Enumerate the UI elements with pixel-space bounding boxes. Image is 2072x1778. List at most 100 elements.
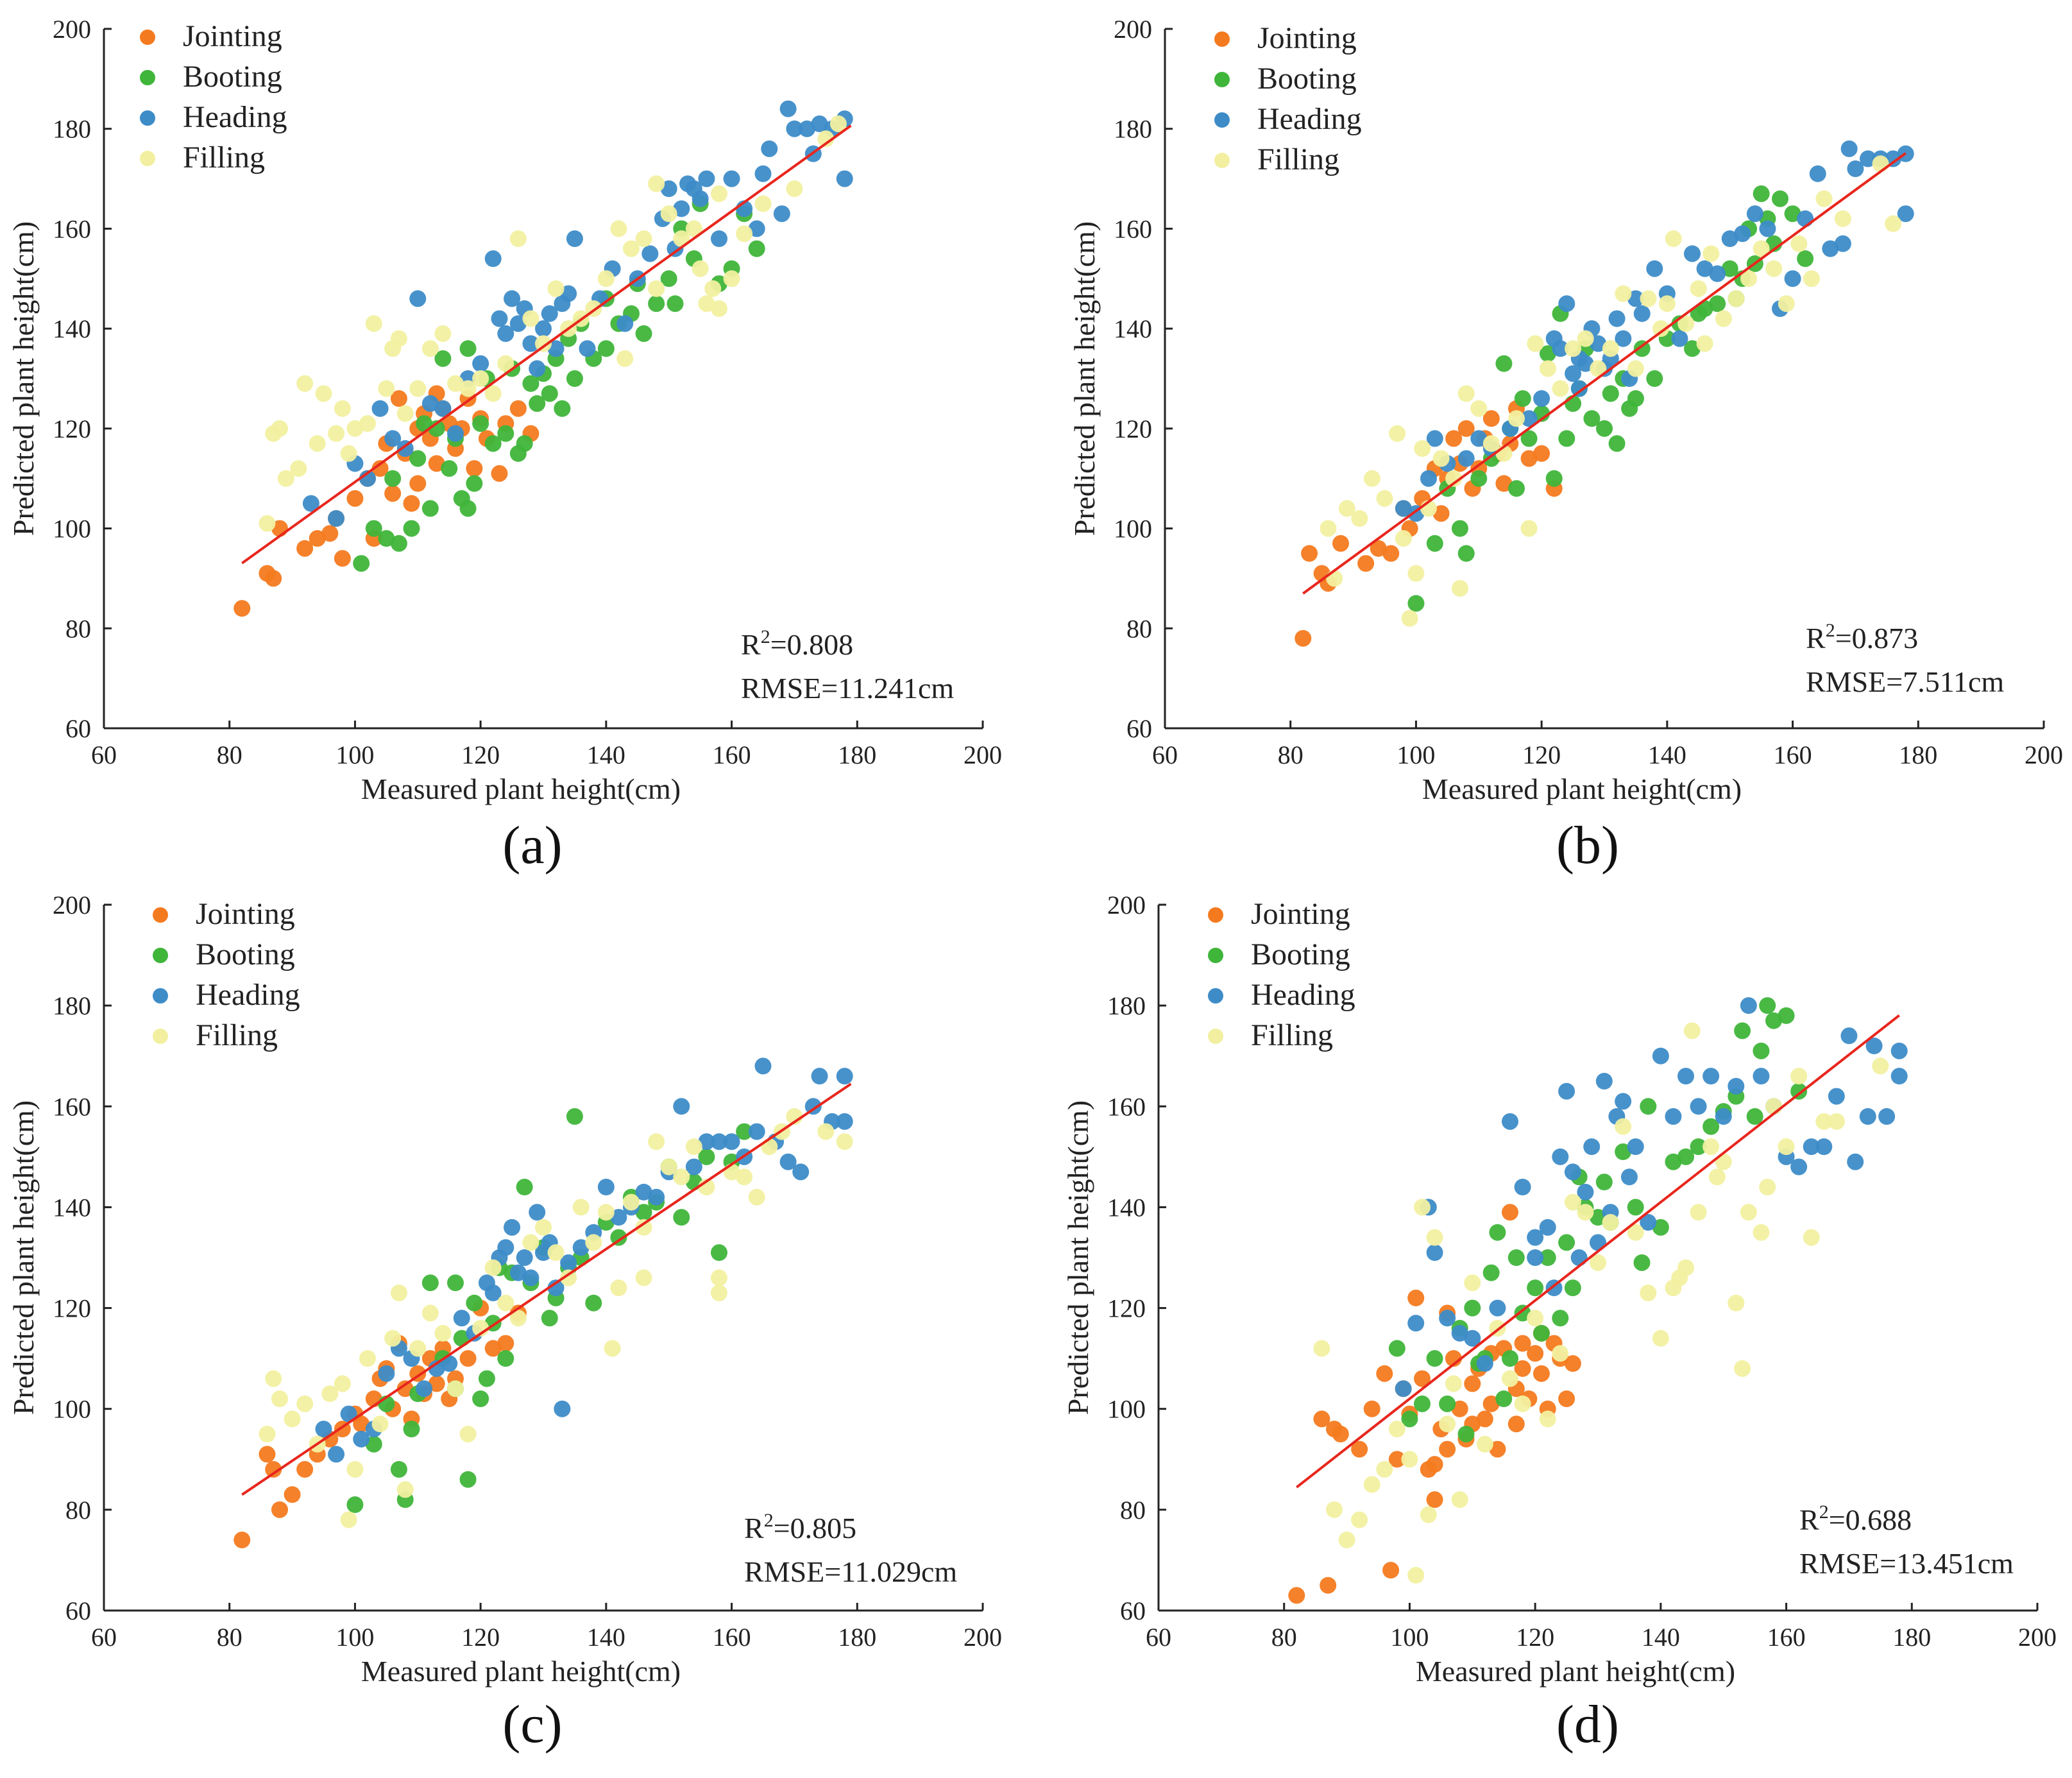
- filling-point: [1615, 1118, 1632, 1135]
- legend-marker-booting: [140, 70, 155, 85]
- filling-point: [1803, 270, 1820, 287]
- booting-point: [660, 270, 677, 287]
- filling-point: [1388, 1421, 1405, 1438]
- y-axis-label: Predicted plant height(cm): [1068, 221, 1101, 536]
- filling-point: [421, 340, 439, 357]
- x-tick-label: 60: [91, 1623, 117, 1652]
- filling-point: [1476, 1435, 1493, 1453]
- booting-point: [1514, 1304, 1531, 1322]
- filling-point: [1602, 1214, 1619, 1231]
- booting-point: [1677, 1148, 1694, 1165]
- filling-point: [597, 1204, 615, 1221]
- legend: Jointing Booting Heading Filling: [153, 897, 300, 1052]
- filling-point: [265, 1370, 282, 1387]
- heading-point: [1665, 1108, 1682, 1125]
- heading-point: [1527, 1249, 1544, 1266]
- jointing-point: [491, 465, 508, 482]
- jointing-point: [321, 525, 339, 542]
- filling-point: [1464, 1274, 1481, 1292]
- filling-point: [1514, 1395, 1531, 1412]
- booting-point: [522, 375, 539, 392]
- filling-point: [1552, 380, 1569, 397]
- filling-point: [623, 1193, 640, 1211]
- heading-point: [447, 425, 464, 442]
- booting-point: [497, 425, 514, 442]
- heading-point: [1627, 1138, 1644, 1156]
- x-tick-label: 180: [1899, 740, 1937, 769]
- y-axis-label: Predicted plant height(cm): [7, 221, 40, 536]
- jointing-point: [1382, 1562, 1400, 1579]
- heading-point: [786, 120, 803, 137]
- x-tick-label: 200: [2018, 1623, 2057, 1652]
- legend-label-jointing: Jointing: [196, 897, 295, 931]
- filling-point: [384, 1329, 402, 1347]
- filling-point: [1395, 530, 1412, 547]
- y-tick-label: 140: [1114, 314, 1152, 343]
- booting-point: [1595, 1174, 1613, 1191]
- x-tick-label: 140: [1648, 740, 1686, 769]
- x-tick-label: 200: [2025, 740, 2063, 769]
- booting-point: [434, 350, 452, 367]
- jointing-point: [1382, 545, 1400, 562]
- jointing-point: [1507, 1415, 1525, 1433]
- jointing-point: [1533, 1365, 1550, 1382]
- heading-point: [1878, 1108, 1896, 1125]
- filling-point: [761, 1138, 778, 1156]
- jointing-point: [1527, 1345, 1544, 1362]
- heading-point: [535, 320, 552, 338]
- y-axis-label: Predicted plant height(cm): [1062, 1100, 1094, 1415]
- booting-point: [648, 295, 665, 312]
- heading-point: [1809, 165, 1826, 182]
- filling-point: [786, 180, 803, 198]
- filling-point: [1615, 285, 1632, 302]
- filling-point: [334, 400, 351, 417]
- booting-point: [1590, 1209, 1606, 1226]
- x-tick-label: 140: [1642, 1623, 1680, 1652]
- heading-point: [497, 325, 514, 342]
- heading-point: [1577, 355, 1594, 372]
- filling-point: [1577, 330, 1594, 347]
- filling-point: [673, 1168, 690, 1186]
- booting-point: [1564, 1279, 1581, 1297]
- jointing-point: [403, 495, 420, 512]
- filling-point: [1790, 235, 1808, 252]
- jointing-point: [265, 570, 282, 587]
- jointing-point: [497, 1335, 514, 1352]
- heading-point: [836, 170, 853, 187]
- x-tick-label: 120: [1516, 1623, 1554, 1652]
- jointing-point: [484, 1340, 502, 1357]
- x-tick-label: 80: [217, 740, 242, 769]
- heading-point: [811, 115, 828, 132]
- y-tick-label: 80: [1126, 614, 1152, 643]
- booting-point: [1482, 1264, 1500, 1281]
- x-axis-label: Measured plant height(cm): [1416, 1655, 1735, 1688]
- legend-marker-booting: [1214, 72, 1230, 87]
- filling-point: [1658, 295, 1676, 312]
- booting-point: [529, 395, 546, 412]
- jointing-point: [459, 1350, 477, 1367]
- legend-label-jointing: Jointing: [1251, 897, 1350, 931]
- filling-point: [1457, 385, 1475, 402]
- filling-point: [1445, 470, 1463, 487]
- filling-point: [1778, 295, 1795, 312]
- filling-point: [522, 1234, 539, 1251]
- filling-point: [1539, 1410, 1556, 1428]
- heading-point: [428, 1360, 445, 1377]
- rmse-label: RMSE=11.241cm: [741, 672, 954, 705]
- jointing-point: [1502, 1204, 1518, 1221]
- filling-point: [1602, 340, 1619, 357]
- legend-marker-heading: [140, 110, 155, 126]
- filling-point: [1815, 190, 1833, 207]
- filling-point: [1527, 335, 1544, 352]
- x-tick-label: 160: [1774, 740, 1812, 769]
- filling-point: [1715, 310, 1732, 327]
- heading-point: [1570, 380, 1588, 397]
- heading-point: [1859, 1108, 1876, 1125]
- legend-marker-heading: [153, 988, 168, 1004]
- jointing-point: [1495, 475, 1513, 492]
- booting-point: [1407, 595, 1425, 612]
- legend-label-heading: Heading: [1251, 978, 1355, 1012]
- filling-point: [1564, 1193, 1581, 1211]
- y-tick-label: 120: [1107, 1294, 1146, 1323]
- heading-point: [723, 170, 740, 187]
